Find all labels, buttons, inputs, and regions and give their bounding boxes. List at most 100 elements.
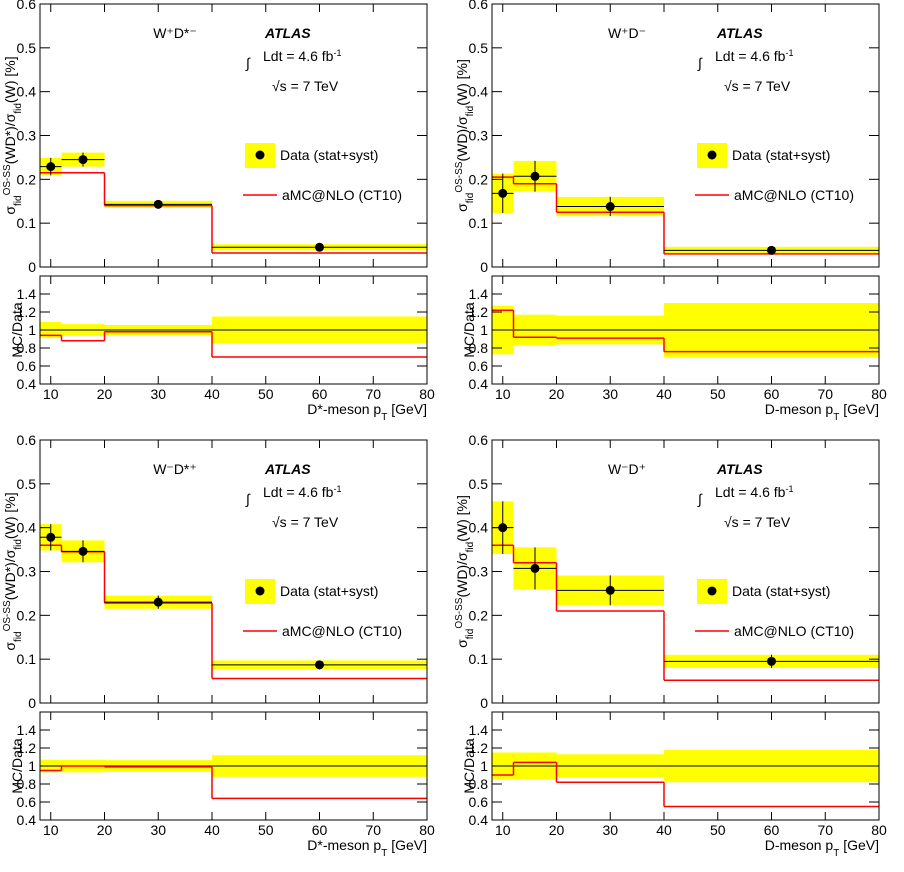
x-tick-label: 30 [150, 822, 166, 838]
lumi-text: Ldt = 4.6 fb-1 [263, 48, 341, 64]
y-tick-label: 0.4 [469, 84, 489, 100]
legend-label: Data (stat+syst) [280, 147, 378, 163]
y-axis-label-part: fid [465, 106, 476, 117]
ratio-y-tick-label: 0.8 [469, 340, 489, 356]
y-axis-label-part: (W) [%] [2, 492, 18, 539]
x-axis-label-part: D*-meson p [307, 837, 381, 853]
y-tick-label: 0.4 [17, 520, 37, 536]
x-axis-label-part: D*-meson p [307, 401, 381, 417]
y-axis-label-part: fid [13, 631, 24, 642]
x-tick-label: 10 [495, 822, 511, 838]
y-axis-label-part: OS-SS [2, 600, 13, 631]
x-tick-label: 30 [602, 822, 618, 838]
y-axis-label: σfidOS-SS(WD)/σfid(W) [%] [454, 495, 476, 648]
y-axis-label-part: fid [465, 629, 476, 640]
plot-frame [39, 3, 428, 268]
data-point [46, 532, 56, 542]
legend-label: Data (stat+syst) [732, 583, 830, 599]
x-axis-label: D*-meson pT [GeV] [307, 837, 427, 859]
ratio-y-tick-label: 1.2 [17, 740, 37, 756]
legend-label: aMC@NLO (CT10) [282, 187, 402, 203]
x-axis-label: D-meson pT [GeV] [765, 401, 879, 423]
y-axis-label-part: (W) [%] [454, 59, 470, 106]
ratio-y-axis-label: MC/Data [461, 738, 477, 793]
y-tick-label: 0.4 [469, 520, 489, 536]
x-tick-label: 80 [871, 386, 887, 402]
ratio-y-tick-label: 1 [28, 322, 36, 338]
x-tick-label: 20 [549, 386, 565, 402]
x-tick-label: 20 [97, 386, 113, 402]
atlas-label: ATLAS [716, 25, 763, 41]
legend-data-marker [707, 150, 717, 160]
lumi-text-part: Ldt = 4.6 fb [715, 48, 786, 64]
energy-label: √s = 7 TeV [724, 514, 791, 530]
x-tick-label: 70 [365, 822, 381, 838]
y-axis-label-part: (WD)/σ [454, 116, 470, 162]
x-tick-label: 60 [312, 386, 328, 402]
ratio-y-tick-label: 1 [480, 322, 488, 338]
y-tick-label: 0.6 [17, 432, 37, 448]
y-tick-label: 0.5 [17, 40, 37, 56]
lumi-text-part: -1 [785, 484, 793, 494]
lumi-integral: ∫ [697, 491, 703, 507]
ratio-y-tick-label: 1.2 [469, 740, 489, 756]
x-axis-label-part: T [381, 412, 387, 423]
y-axis-label-part: σ [2, 642, 18, 651]
x-axis-label-part: [GeV] [839, 837, 879, 853]
y-tick-label: 0.3 [469, 128, 489, 144]
lumi-text-part: Ldt = 4.6 fb [263, 48, 334, 64]
y-tick-label: 0.1 [17, 215, 37, 231]
legend-data-marker [255, 586, 265, 596]
x-tick-label: 30 [602, 386, 618, 402]
panel: 0 0.1 0.2 0.3 0.4 0.5 0.6 0.4 0.6 0.8 1 1.2 1.4 10 20 3… [2, 432, 435, 859]
data-point [605, 585, 615, 595]
atlas-label: ATLAS [264, 25, 311, 41]
ratio-y-tick-label: 1.4 [469, 722, 489, 738]
data-point [605, 202, 615, 212]
ratio-y-tick-label: 1.2 [17, 304, 37, 320]
ratio-y-axis-label: MC/Data [9, 738, 25, 793]
x-tick-label: 70 [817, 386, 833, 402]
y-axis-label-part: (WD*)/σ [2, 113, 18, 164]
x-tick-label: 60 [312, 822, 328, 838]
x-tick-label: 70 [817, 822, 833, 838]
ratio-y-tick-label: 0.6 [17, 358, 37, 374]
data-point [315, 660, 324, 670]
plot-frame [491, 3, 880, 268]
y-tick-label: 0 [28, 695, 36, 711]
y-axis-label: σfidOS-SS(WD)/σfid(W) [%] [454, 59, 476, 212]
y-axis-label-part: (WD)/σ [454, 552, 470, 598]
y-tick-label: 0.1 [469, 215, 489, 231]
ratio-y-tick-label: 0.8 [17, 340, 37, 356]
y-tick-label: 0.1 [469, 651, 489, 667]
y-tick-label: 0.3 [17, 128, 37, 144]
x-tick-label: 80 [419, 386, 435, 402]
y-axis-label-part: (WD*)/σ [2, 549, 18, 600]
x-tick-label: 80 [419, 822, 435, 838]
energy-label: √s = 7 TeV [724, 78, 791, 94]
ratio-y-tick-label: 1.4 [469, 286, 489, 302]
lumi-text-part: -1 [333, 48, 341, 58]
lumi-integral: ∫ [697, 55, 703, 71]
y-tick-label: 0.6 [469, 432, 489, 448]
legend-label: Data (stat+syst) [732, 147, 830, 163]
y-tick-label: 0 [480, 259, 488, 275]
x-tick-label: 60 [764, 822, 780, 838]
x-axis-label-part: [GeV] [387, 401, 427, 417]
x-axis-label-part: T [381, 848, 387, 859]
ratio-y-axis-label: MC/Data [9, 302, 25, 357]
ratio-y-tick-label: 1 [28, 758, 36, 774]
y-axis-label-part: OS-SS [2, 164, 13, 195]
y-axis-label-part: (W) [%] [454, 495, 470, 542]
ratio-y-tick-label: 0.6 [17, 794, 37, 810]
x-tick-label: 40 [656, 386, 672, 402]
x-axis-label-part: D-meson p [765, 401, 834, 417]
lumi-text-part: Ldt = 4.6 fb [263, 484, 334, 500]
x-axis-label: D-meson pT [GeV] [765, 837, 879, 859]
x-axis-label-part: [GeV] [387, 837, 427, 853]
legend-label: aMC@NLO (CT10) [282, 623, 402, 639]
ratio-y-tick-label: 0.8 [469, 776, 489, 792]
x-tick-label: 10 [43, 822, 59, 838]
ratio-y-tick-label: 1.4 [17, 286, 37, 302]
